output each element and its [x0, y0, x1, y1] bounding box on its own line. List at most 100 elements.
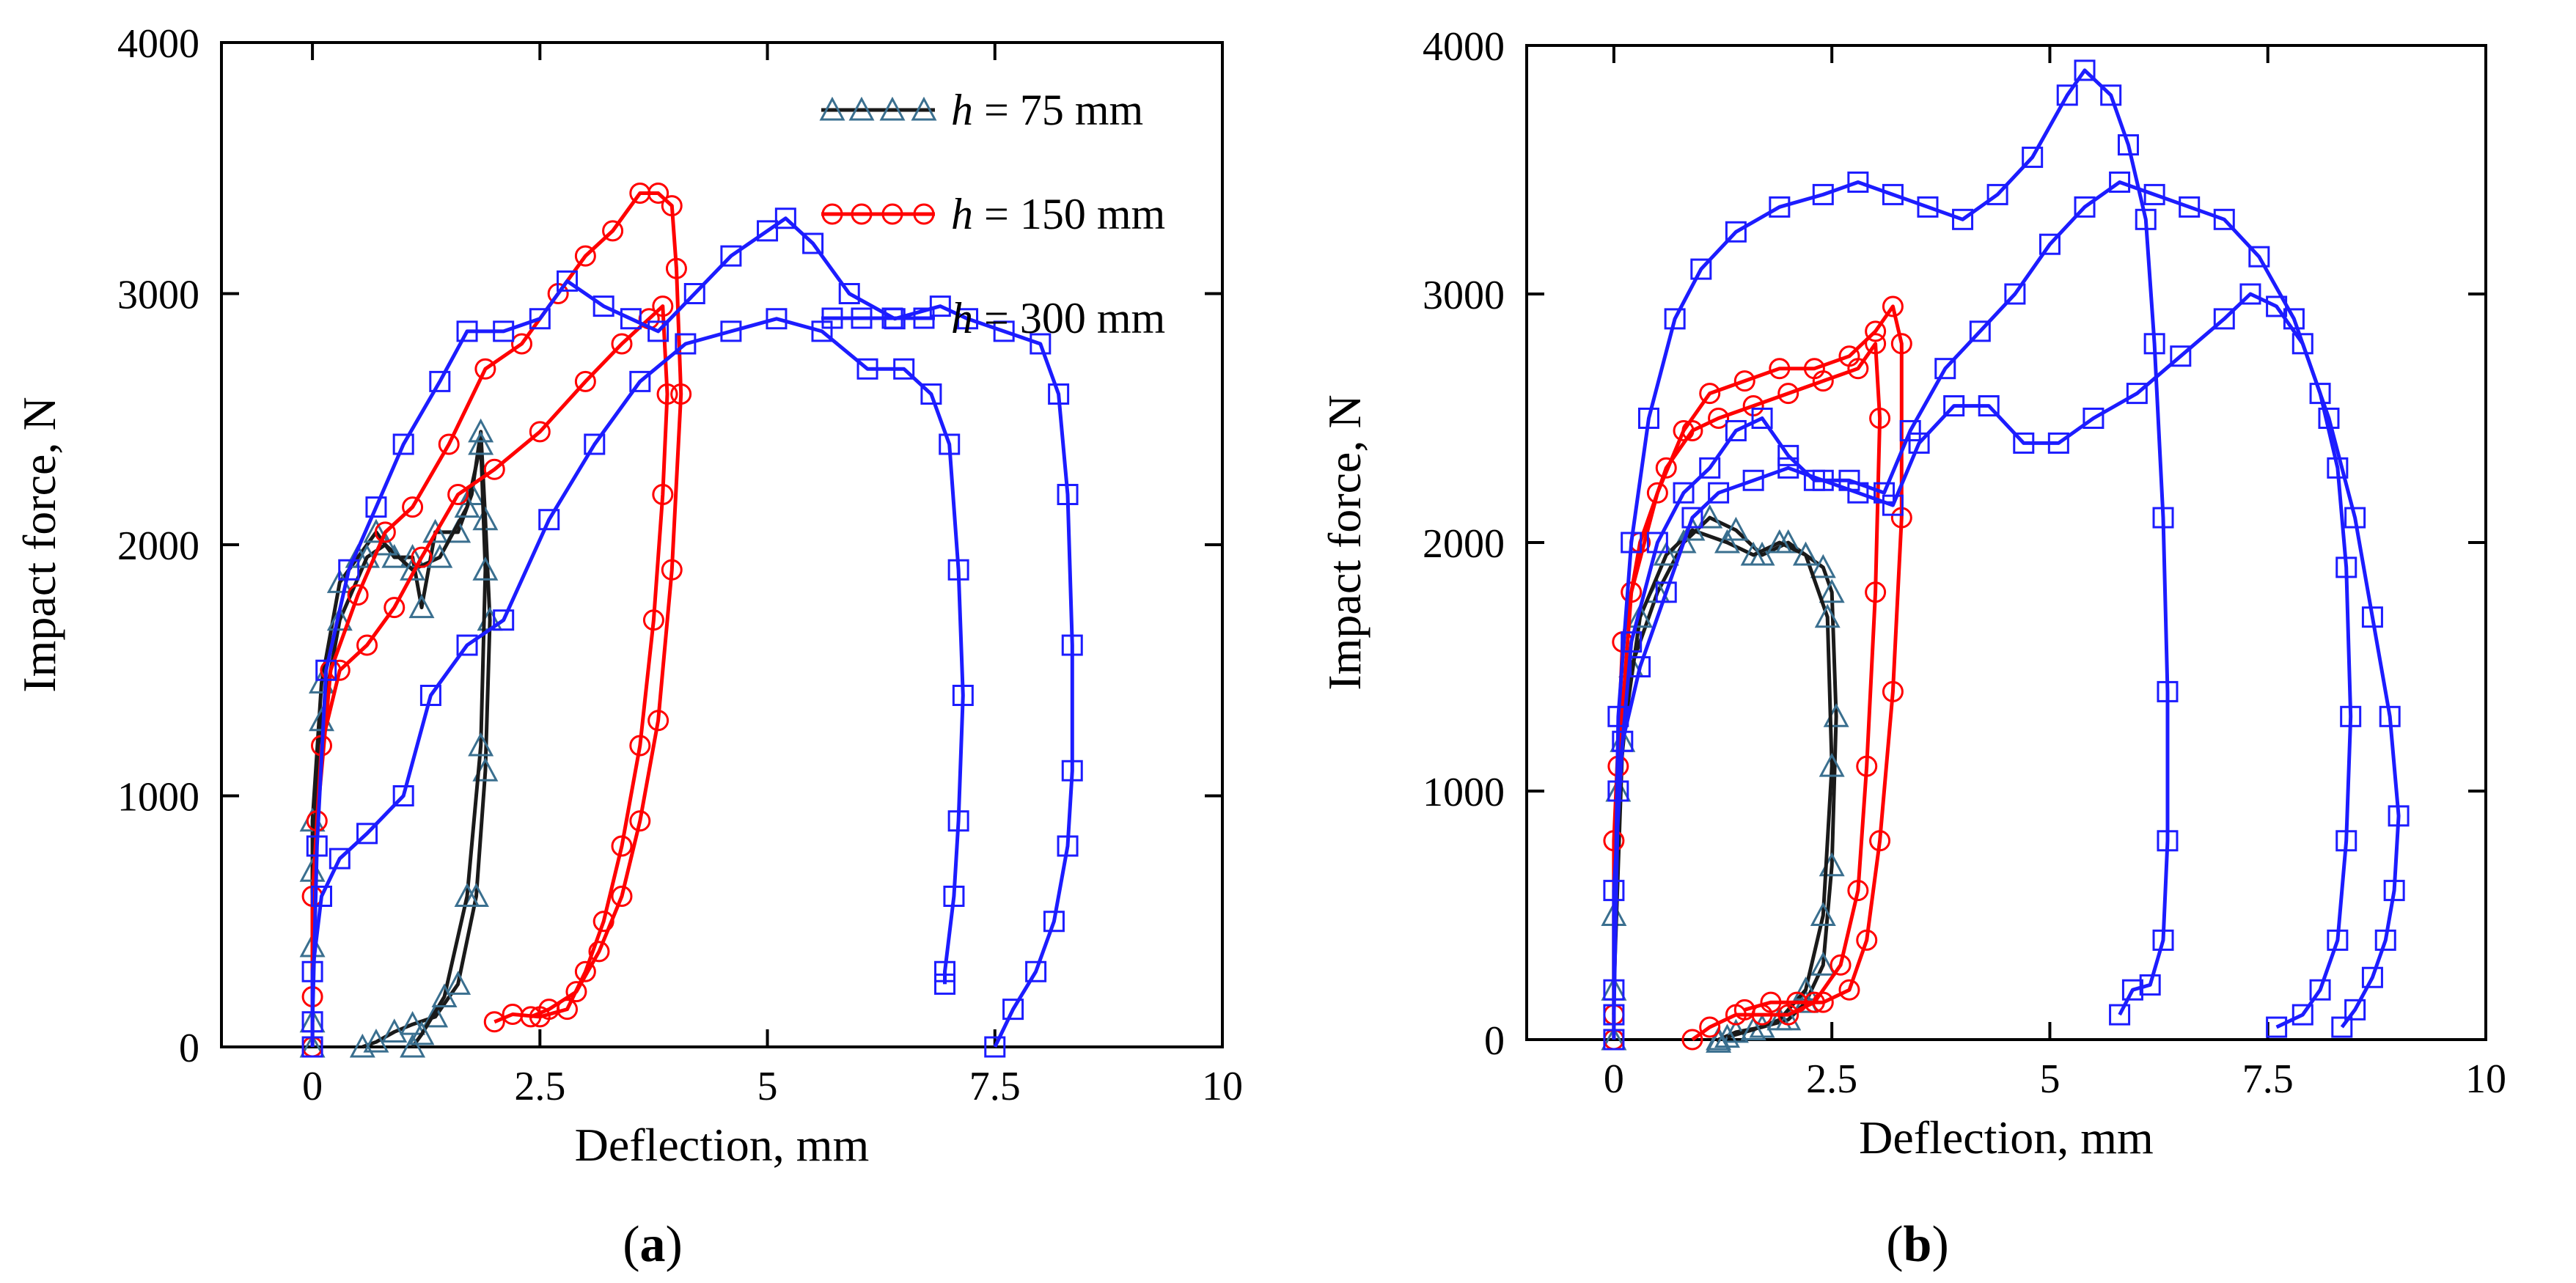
series-h150-point: [538, 999, 560, 1021]
series-h300-point: [1708, 482, 1730, 504]
series-h300-point: [1777, 457, 1799, 479]
series-h300-point: [301, 1011, 323, 1033]
series-h300-point: [2179, 196, 2201, 218]
x-tick-label: 2.5: [1806, 1056, 1857, 1102]
y-tick-label: 3000: [117, 273, 199, 318]
series-h150-point: [1621, 581, 1643, 603]
series-h300-point: [2283, 308, 2305, 330]
series-h300-point: [1838, 469, 1860, 491]
series-h150-point: [1733, 370, 1755, 392]
series-h75-point: [427, 543, 453, 568]
series-h300-point: [2361, 966, 2383, 988]
x-tick-label: 7.5: [2242, 1056, 2294, 1102]
y-tick-label: 4000: [117, 21, 199, 67]
series-h150-point: [565, 981, 587, 1003]
series-h300-point: [2056, 84, 2078, 106]
series-h150-point: [1786, 991, 1808, 1013]
series-h75-point: [381, 1018, 408, 1043]
y-axis-label: Impact force, N: [13, 397, 65, 692]
series-h300-point: [934, 973, 956, 995]
series-h75-point: [1653, 541, 1679, 566]
series-h150-point: [611, 333, 633, 355]
series-h75-point: [400, 1033, 426, 1058]
series-h300-point: [584, 433, 606, 455]
series-h300-point: [1673, 482, 1695, 504]
series-h75-point: [1697, 504, 1723, 529]
series-h75-point: [468, 430, 494, 455]
series-h150-point: [1865, 581, 1887, 603]
series-h300-point: [2152, 507, 2174, 529]
series-h75-point: [422, 1003, 449, 1028]
x-tick-label: 10: [2465, 1056, 2506, 1102]
y-tick-label: 1000: [1423, 770, 1505, 815]
series-h300-point: [1699, 457, 1721, 479]
series-h150-point: [447, 484, 469, 505]
series-h75-point: [400, 543, 426, 568]
y-axis-label: Impact force, N: [1318, 394, 1370, 690]
series-h75-line-2: [1612, 528, 1834, 1040]
series-h150-point: [1760, 991, 1782, 1013]
y-tick-label: 2000: [117, 523, 199, 569]
series-h300-point: [929, 295, 951, 317]
series-h150-point: [1646, 482, 1668, 504]
series-h300-point: [952, 685, 974, 706]
series-h300-point: [2083, 408, 2105, 429]
series-h300-point: [2143, 333, 2165, 355]
series-h150-point: [438, 433, 460, 455]
series-h300-point: [893, 358, 915, 380]
series-h300-point: [774, 207, 796, 229]
series-h150-point: [1856, 929, 1878, 951]
series-h150-point: [1890, 333, 1912, 355]
series-h150-point: [665, 257, 687, 279]
series-h300-point: [957, 308, 979, 330]
series-h300-point: [856, 358, 878, 380]
legend-marker: [881, 307, 903, 329]
series-h300-point: [1690, 258, 1712, 280]
series-h300: [1603, 59, 2410, 1051]
series-h150: [301, 183, 692, 1058]
series-h300-point: [592, 295, 614, 317]
series-h75-line-2: [310, 442, 488, 1048]
series-h300-point: [766, 308, 788, 330]
series-h150-point: [347, 584, 369, 606]
series-h75-point: [349, 1033, 375, 1058]
series-h150-point: [402, 496, 424, 518]
series-h75-point: [422, 518, 449, 543]
series-h150-point: [483, 1011, 505, 1033]
y-tick-label: 4000: [1423, 24, 1505, 70]
x-tick-label: 7.5: [969, 1064, 1021, 1109]
series-h150-point: [647, 183, 669, 204]
series-h300-point: [365, 496, 387, 518]
series-h75-point: [1793, 541, 1819, 566]
series-h300-point: [1882, 183, 1904, 205]
y-tick-label: 0: [179, 1026, 199, 1071]
series-h75-point: [468, 732, 494, 757]
y-tick-label: 1000: [117, 775, 199, 820]
series-h300-point: [1777, 444, 1799, 466]
series-h300-point: [2291, 1004, 2313, 1026]
series-h300-point: [392, 785, 414, 806]
series-h150-point: [574, 245, 596, 267]
panel-label: (b): [1886, 1216, 1949, 1273]
series-h300-point: [2074, 59, 2096, 81]
legend-entry-h75: h = 75 mm: [819, 86, 1143, 134]
series-h300-point: [2388, 805, 2410, 827]
series-h150-line-1: [1612, 342, 1882, 1042]
series-h300-line-2: [1612, 180, 2401, 1029]
series-h150-line-2: [1612, 304, 1904, 1015]
series-h300-point: [2126, 383, 2148, 405]
series-h300-point: [947, 559, 969, 581]
series-h300-point: [2344, 507, 2366, 529]
series-h150-point: [656, 383, 678, 405]
series-h300-point: [2309, 979, 2331, 1001]
series-h300-point: [1725, 419, 1747, 441]
series-h150-point: [611, 886, 633, 907]
series-h300-line-3: [1612, 68, 2170, 1016]
series-h300-point: [2213, 308, 2235, 330]
series-h300-point: [2157, 680, 2179, 702]
series-h150-point: [1777, 383, 1799, 405]
series-h75-point: [1627, 603, 1654, 628]
chart-panel-a: 0 2.5 5 7.5 10 0 1000 2000 3000 4000 Deflection, m…: [13, 21, 1243, 1273]
x-tick-label: 2.5: [514, 1064, 565, 1109]
